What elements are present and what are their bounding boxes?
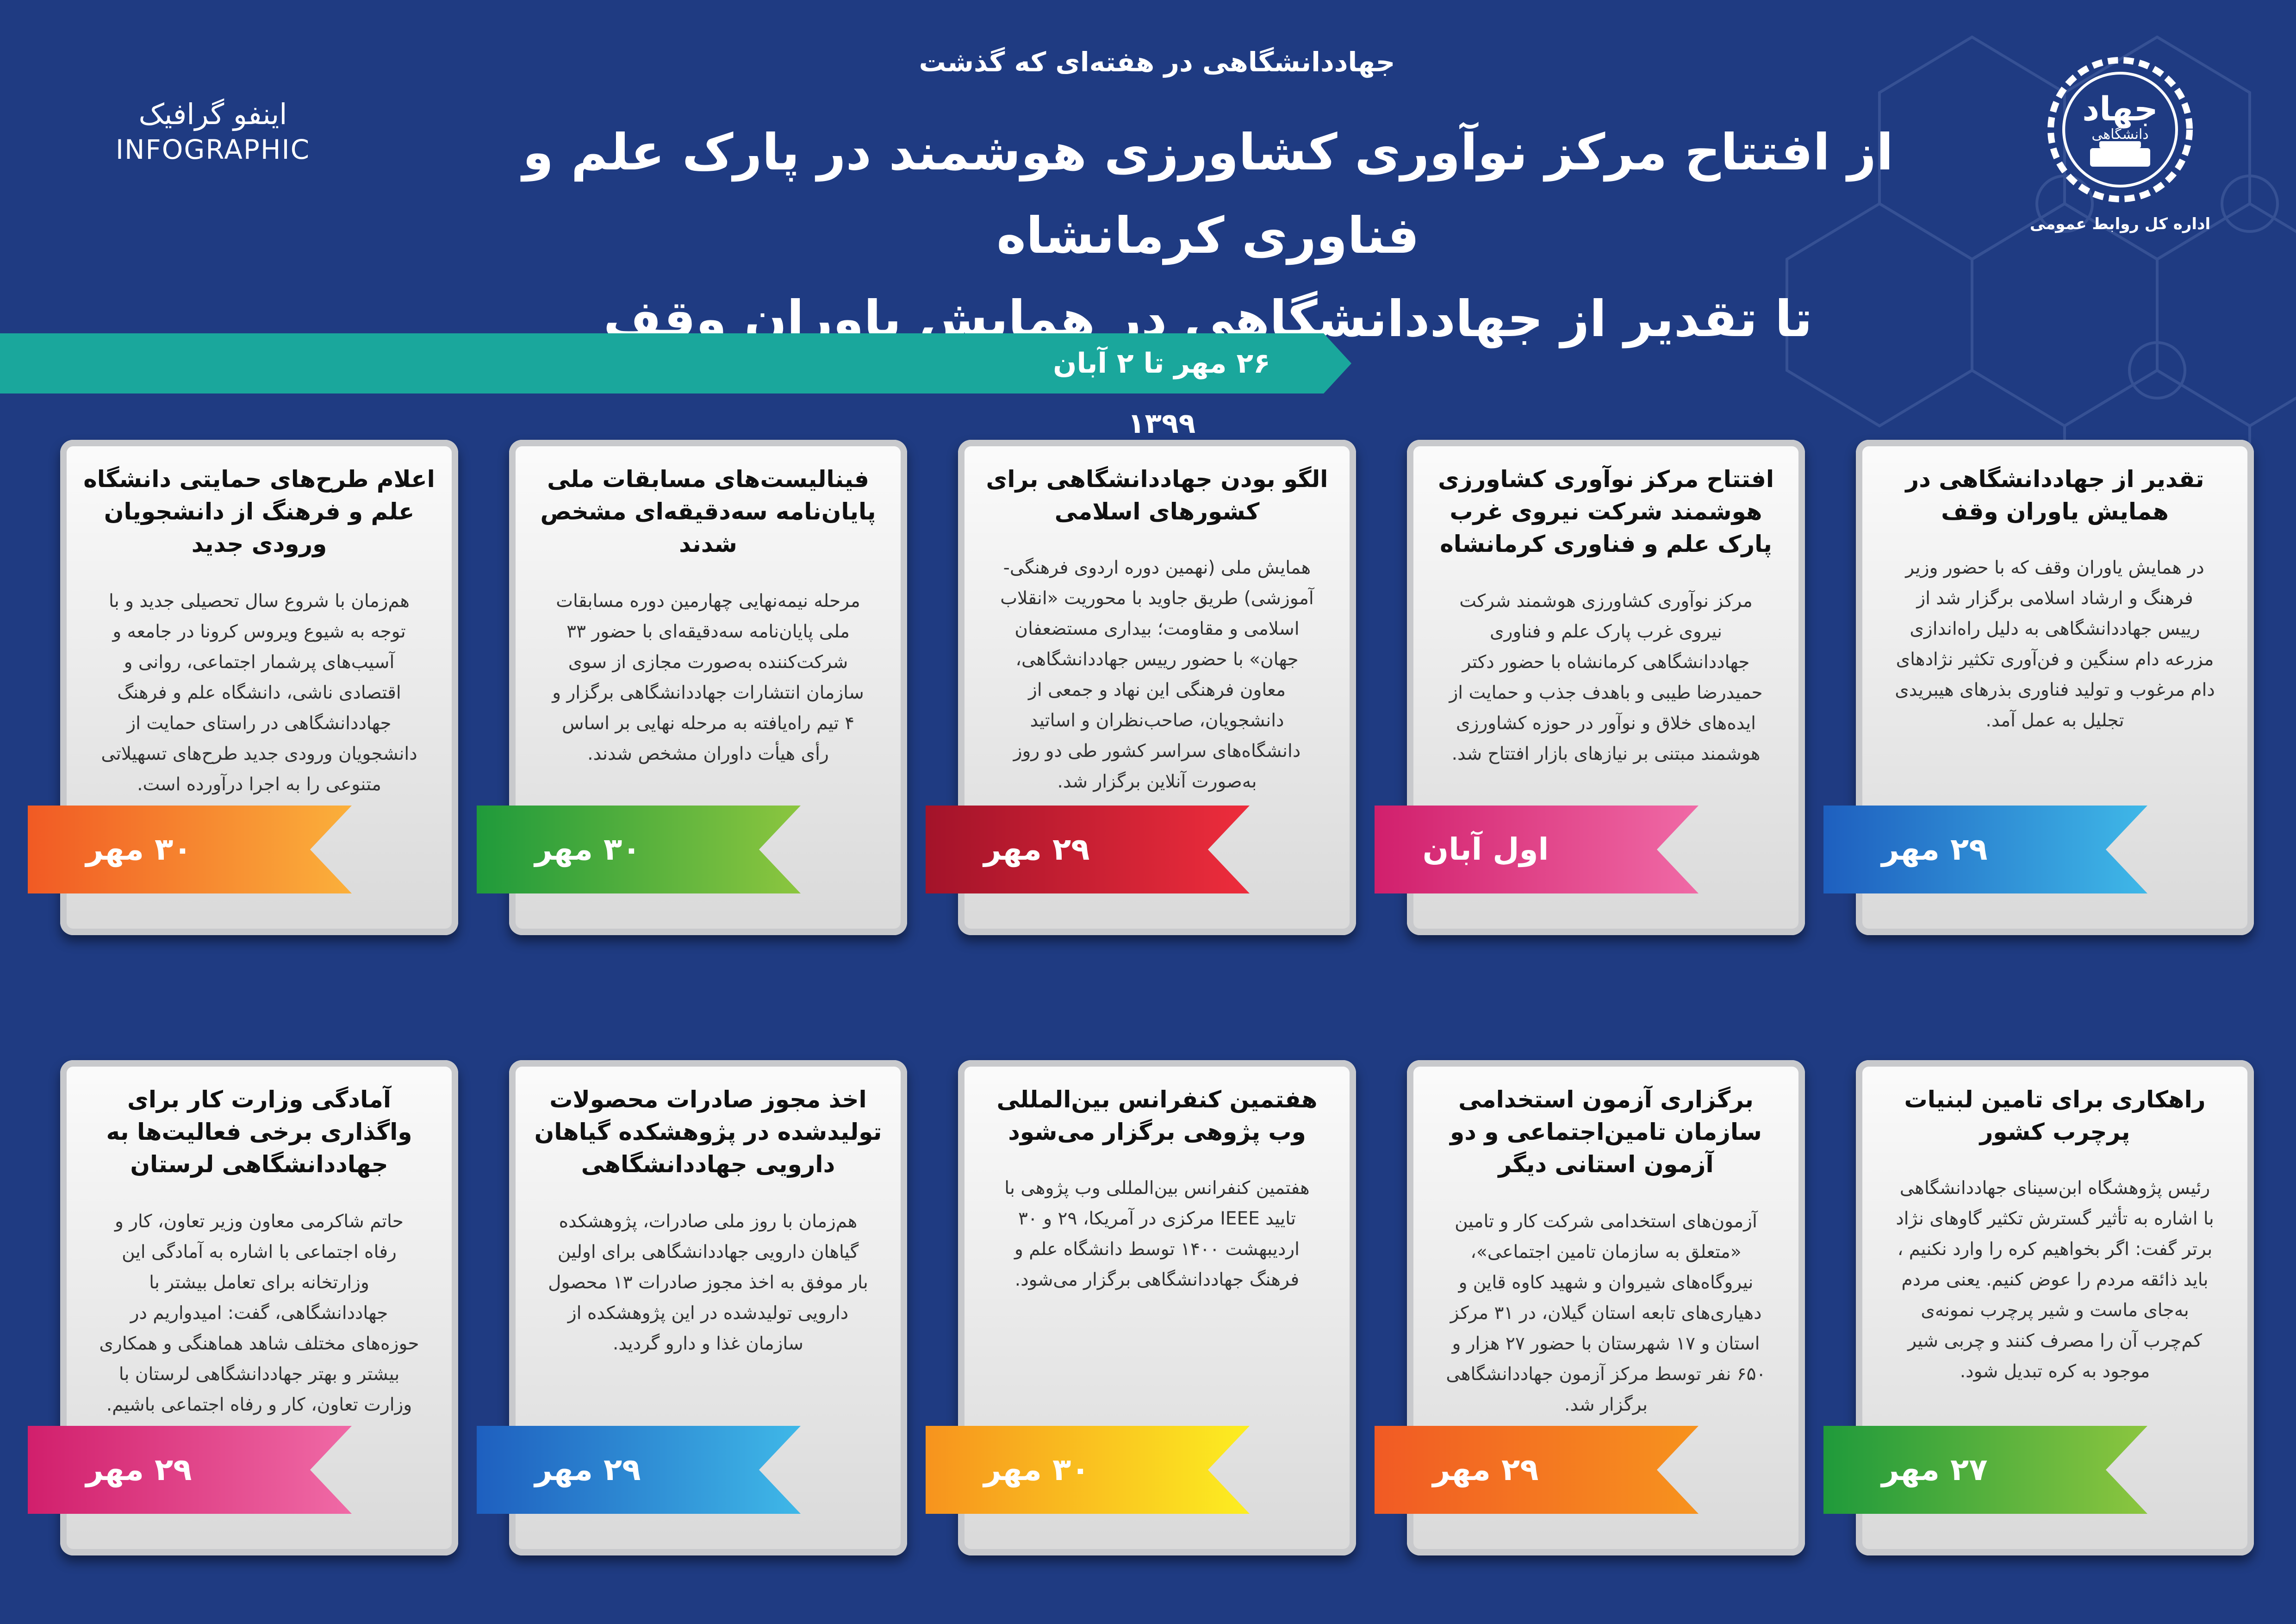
date-tag: ۲۹ مهر — [28, 1426, 352, 1514]
card-title: اخذ مجوز صادرات محصولات تولیدشده در پژوه… — [534, 1086, 882, 1178]
card-title: الگو بودن جهاددانشگاهی برای کشورهای اسلا… — [986, 466, 1328, 525]
title-line-1: از افتتاح مرکز نوآوری کشاورزی هوشمند در … — [522, 124, 1894, 265]
date-tag-label: ۲۹ مهر — [1432, 1452, 1539, 1487]
card-text: همایش ملی (نهمین دوره اردوی فرهنگی- آموز… — [1000, 557, 1314, 792]
date-tag: ۲۹ مهر — [926, 806, 1250, 893]
card-text: هم‌زمان با شروع سال تحصیلی جدید و با توج… — [101, 591, 417, 795]
news-card: افتتاح مرکز نوآوری کشاورزی هوشمند شرکت ن… — [1375, 440, 1805, 935]
date-tag-label: اول آبان — [1422, 831, 1549, 867]
card-text: مرکز نوآوری کشاورزی هوشمند شرکت نیروی غر… — [1449, 591, 1763, 764]
news-card: اخذ مجوز صادرات محصولات تولیدشده در پژوه… — [477, 1060, 907, 1555]
date-tag-label: ۳۰ مهر — [535, 831, 641, 867]
news-card: راهکاری برای تامین لبنیات پرچرب کشور رئیس… — [1823, 1060, 2254, 1555]
news-card: آمادگی وزارت کار برای واگذاری برخی فعالی… — [28, 1060, 458, 1555]
news-card: هفتمین کنفرانس بین‌المللی وب پژوهی برگزا… — [926, 1060, 1356, 1555]
jahad-logo-icon: جهاد دانشگاهی — [2047, 57, 2193, 202]
card-title: افتتاح مرکز نوآوری کشاورزی هوشمند شرکت ن… — [1437, 466, 1774, 557]
card-title: فینالیست‌های مسابقات ملی پایان‌نامه سه‌د… — [540, 466, 876, 557]
card-text: هم‌زمان با روز ملی صادرات، پژوهشکده گیاه… — [548, 1211, 868, 1354]
logo-word: جهاد — [2082, 89, 2158, 129]
date-tag: اول آبان — [1375, 806, 1699, 893]
news-card: تقدیر از جهاددانشگاهی در همایش یاوران وق… — [1823, 440, 2254, 935]
news-card: برگزاری آزمون استخدامی سازمان تامین‌اجتم… — [1375, 1060, 1805, 1555]
date-tag-label: ۳۰ مهر — [86, 831, 192, 867]
news-card: الگو بودن جهاددانشگاهی برای کشورهای اسلا… — [926, 440, 1356, 935]
date-tag: ۳۰ مهر — [477, 806, 801, 893]
card-text: مرحله نیمه‌نهایی چهارمین دوره مسابقات مل… — [552, 591, 864, 764]
date-tag: ۲۷ مهر — [1823, 1426, 2147, 1514]
card-text: آزمون‌های استخدامی شرکت کار و تامین «متع… — [1446, 1211, 1766, 1415]
date-tag: ۳۰ مهر — [28, 806, 352, 893]
kicker: جهاددانشگاهی در هفته‌ای که گذشت — [919, 46, 1395, 78]
card-text: در همایش یاوران وقف که با حضور وزیر فرهن… — [1895, 557, 2215, 731]
card-title: اعلام طرح‌های حمایتی دانشگاه علم و فرهنگ… — [83, 466, 435, 557]
card-title: برگزاری آزمون استخدامی سازمان تامین‌اجتم… — [1450, 1086, 1762, 1178]
date-tag: ۳۰ مهر — [926, 1426, 1250, 1514]
logo-sub: دانشگاهی — [2091, 126, 2148, 143]
date-range: ۲۶ مهر تا ۲ آبان ۱۳۹۹ — [1053, 347, 1270, 440]
card-title: راهکاری برای تامین لبنیات پرچرب کشور — [1904, 1086, 2206, 1145]
infographic-label: اینفو گرافیک INFOGRAPHIC — [93, 97, 333, 165]
logo-caption: اداره کل روابط عمومی — [2029, 215, 2211, 233]
date-tag-label: ۲۹ مهر — [1881, 831, 1988, 867]
date-tag: ۲۹ مهر — [1375, 1426, 1699, 1514]
date-tag-label: ۲۹ مهر — [535, 1452, 641, 1487]
card-text: رئیس پژوهشگاه ابن‌سینای جهاددانشگاهی با … — [1896, 1178, 2214, 1382]
page-title: از افتتاح مرکز نوآوری کشاورزی هوشمند در … — [444, 111, 1972, 361]
card-title: تقدیر از جهاددانشگاهی در همایش یاوران وق… — [1905, 466, 2204, 525]
date-tag: ۲۹ مهر — [1823, 806, 2147, 893]
date-tag: ۲۹ مهر — [477, 1426, 801, 1514]
card-text: حاتم شاکرمی معاون وزیر تعاون، کار و رفاه… — [99, 1211, 419, 1415]
date-tag-label: ۲۹ مهر — [86, 1452, 192, 1487]
date-ribbon — [0, 333, 1351, 394]
date-tag-label: ۲۹ مهر — [983, 831, 1090, 867]
card-title: هفتمین کنفرانس بین‌المللی وب پژوهی برگزا… — [996, 1086, 1318, 1145]
news-card: اعلام طرح‌های حمایتی دانشگاه علم و فرهنگ… — [28, 440, 458, 935]
date-tag-label: ۲۷ مهر — [1881, 1452, 1988, 1487]
logo-block: جهاد دانشگاهی اداره کل روابط عمومی — [2023, 51, 2217, 233]
news-card: فینالیست‌های مسابقات ملی پایان‌نامه سه‌د… — [477, 440, 907, 935]
card-title: آمادگی وزارت کار برای واگذاری برخی فعالی… — [106, 1086, 412, 1178]
infographic-en: INFOGRAPHIC — [115, 134, 311, 165]
card-text: هفتمین کنفرانس بین‌المللی وب پژوهی با تا… — [1004, 1178, 1310, 1290]
date-tag-label: ۳۰ مهر — [983, 1452, 1090, 1487]
infographic-fa: اینفو گرافیک — [138, 97, 287, 131]
